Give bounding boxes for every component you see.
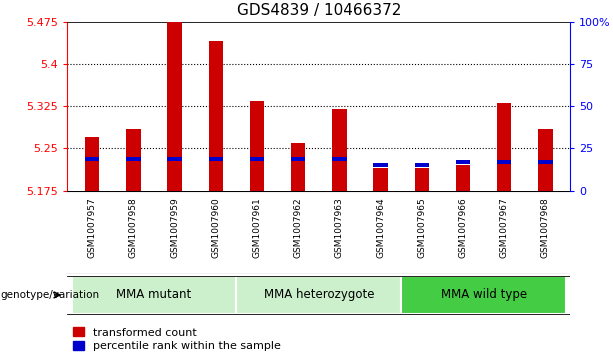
- Text: MMA mutant: MMA mutant: [116, 287, 192, 301]
- Bar: [249, 157, 264, 161]
- Bar: [414, 168, 429, 191]
- Bar: [497, 103, 511, 191]
- Bar: [208, 157, 223, 161]
- Text: GSM1007958: GSM1007958: [129, 197, 138, 258]
- Legend: transformed count, percentile rank within the sample: transformed count, percentile rank withi…: [73, 327, 281, 351]
- Bar: [414, 163, 429, 167]
- Bar: [126, 129, 140, 191]
- Text: GSM1007961: GSM1007961: [253, 197, 262, 258]
- Text: GSM1007965: GSM1007965: [417, 197, 426, 258]
- Bar: [85, 137, 99, 191]
- Text: GSM1007967: GSM1007967: [500, 197, 509, 258]
- Text: GSM1007968: GSM1007968: [541, 197, 550, 258]
- Title: GDS4839 / 10466372: GDS4839 / 10466372: [237, 3, 401, 18]
- Text: GSM1007963: GSM1007963: [335, 197, 344, 258]
- Bar: [373, 168, 388, 191]
- Bar: [497, 160, 511, 164]
- Bar: [85, 157, 99, 161]
- Text: GSM1007957: GSM1007957: [88, 197, 97, 258]
- Bar: [538, 129, 552, 191]
- Bar: [72, 276, 237, 314]
- Bar: [332, 109, 346, 191]
- Bar: [373, 163, 388, 167]
- Text: MMA heterozygote: MMA heterozygote: [264, 287, 374, 301]
- Text: GSM1007959: GSM1007959: [170, 197, 179, 258]
- Bar: [455, 160, 470, 164]
- Bar: [291, 157, 305, 161]
- Bar: [401, 276, 566, 314]
- Bar: [167, 157, 182, 161]
- Bar: [208, 41, 223, 191]
- Bar: [455, 165, 470, 191]
- Text: MMA wild type: MMA wild type: [441, 287, 527, 301]
- Bar: [126, 157, 140, 161]
- Bar: [332, 157, 346, 161]
- Bar: [167, 22, 182, 191]
- Text: GSM1007966: GSM1007966: [459, 197, 468, 258]
- Bar: [249, 101, 264, 191]
- Bar: [291, 143, 305, 191]
- Text: genotype/variation: genotype/variation: [0, 290, 99, 300]
- Text: GSM1007962: GSM1007962: [294, 197, 303, 258]
- Bar: [237, 276, 401, 314]
- Text: GSM1007964: GSM1007964: [376, 197, 385, 258]
- Text: GSM1007960: GSM1007960: [211, 197, 220, 258]
- Bar: [538, 160, 552, 164]
